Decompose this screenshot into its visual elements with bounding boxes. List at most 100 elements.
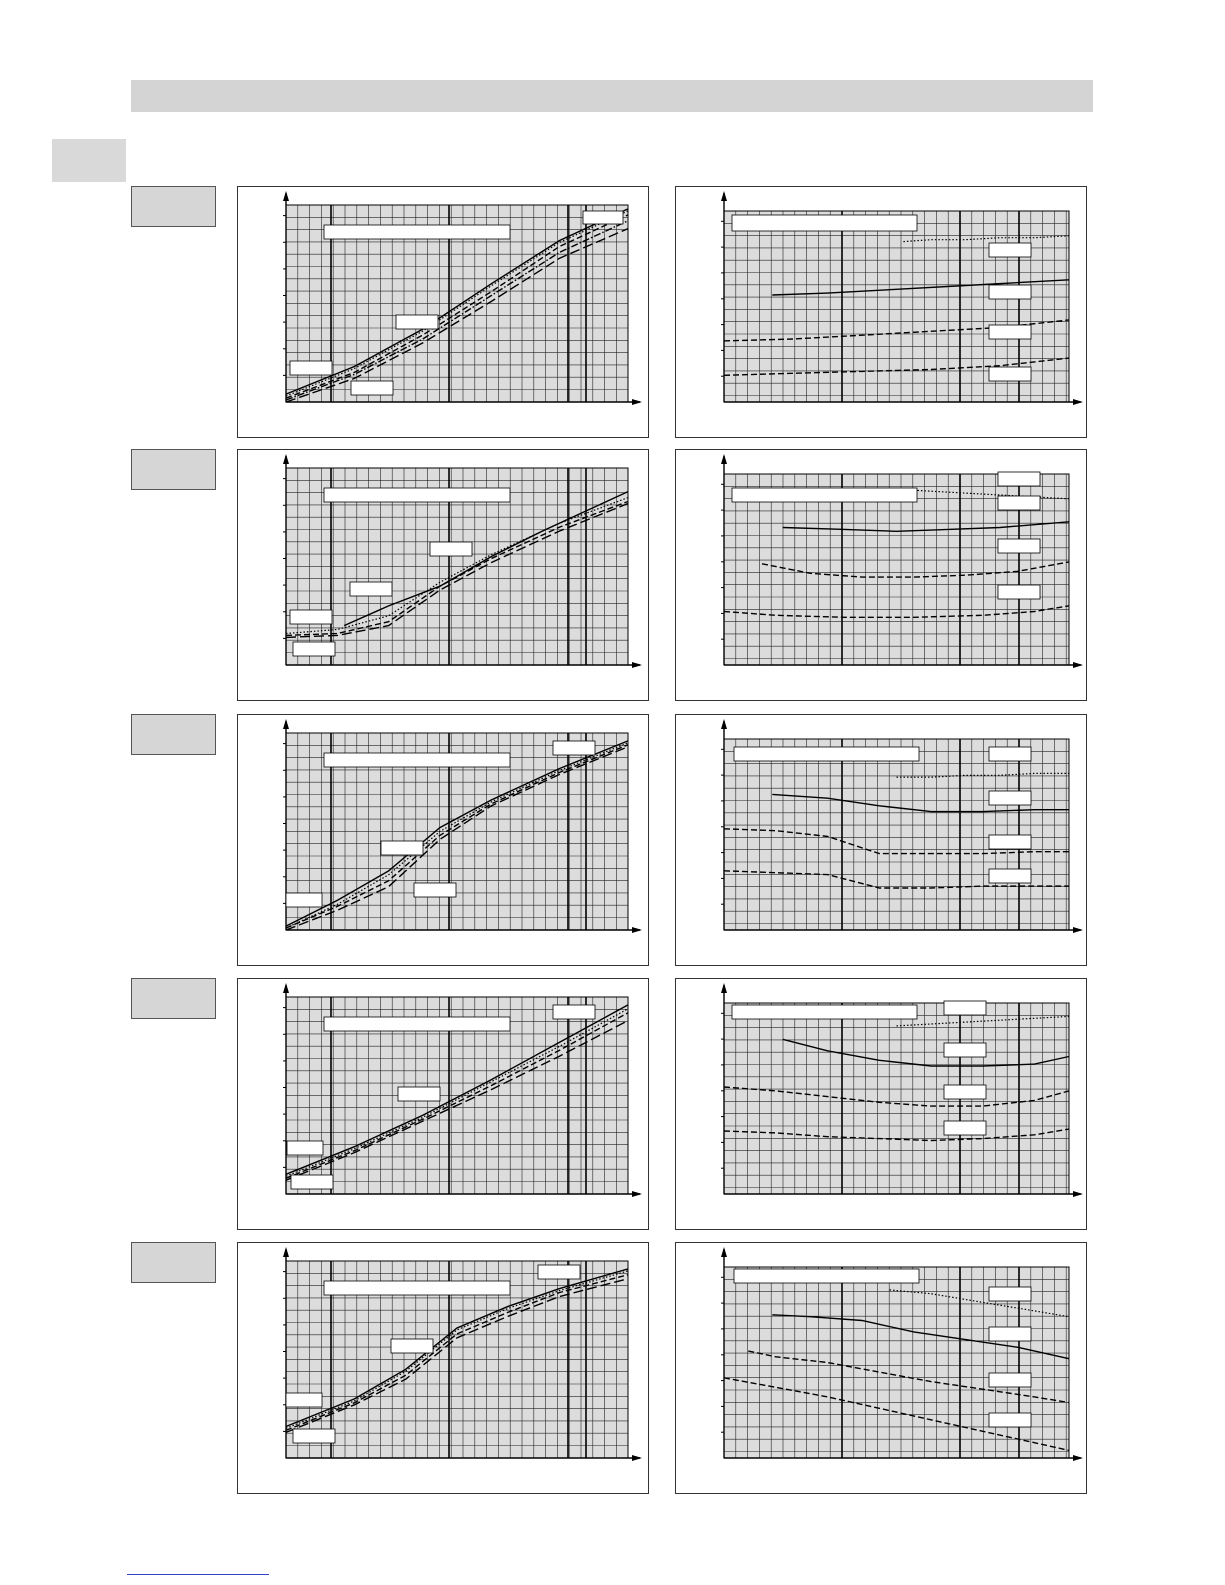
series-line-1 <box>896 1015 1070 1027</box>
series-line-4 <box>723 1128 1070 1142</box>
series-label-box <box>997 495 1041 511</box>
series-line-4 <box>285 746 629 931</box>
series-line-3 <box>285 500 629 637</box>
series-label-box <box>292 641 336 657</box>
series-line-3 <box>285 214 629 399</box>
series-line-2 <box>772 279 1070 296</box>
chart-caption-box <box>323 487 511 503</box>
series-line-4 <box>285 1019 629 1181</box>
chart-svg-row5-right <box>721 1247 1083 1461</box>
series-line-2 <box>285 1008 629 1177</box>
series-label-box <box>943 1000 987 1016</box>
series-line-3 <box>723 319 1070 342</box>
series-label-box <box>988 746 1032 762</box>
chart-svg-row1-right <box>721 191 1083 405</box>
series-label-box <box>943 1084 987 1100</box>
series-line-1 <box>285 208 629 395</box>
y-axis-arrow <box>721 454 727 464</box>
series-line-2 <box>285 1270 629 1429</box>
chart-caption-box <box>733 1268 920 1284</box>
y-axis-arrow <box>283 1247 289 1257</box>
y-axis-arrow <box>721 719 727 729</box>
y-axis-arrow <box>721 191 727 201</box>
grid <box>723 473 1069 665</box>
chart-svg-row2-left <box>283 454 642 668</box>
y-axis-arrow <box>283 719 289 729</box>
series-label-box <box>397 1086 441 1102</box>
plot-area <box>724 739 1069 930</box>
x-axis-arrow <box>632 1191 642 1197</box>
series-label-box <box>289 360 333 376</box>
series-label-box <box>988 1286 1032 1302</box>
series-line-3 <box>285 1012 629 1179</box>
chart-svg-row4-right <box>721 983 1083 1197</box>
chart-panel-row3-right <box>675 714 1087 966</box>
series-label-box <box>537 1264 581 1280</box>
x-axis-arrow <box>632 399 642 405</box>
series-line-4 <box>723 605 1070 619</box>
row-label-5 <box>131 1242 216 1283</box>
series-label-box <box>582 210 624 225</box>
series-label-box <box>292 1428 336 1444</box>
series-label-box <box>988 868 1032 884</box>
series-label-box <box>285 892 323 908</box>
series-line-2 <box>285 210 629 397</box>
series-line-4 <box>285 1278 629 1434</box>
chart-panel-row3-left <box>237 714 649 966</box>
series-line-1 <box>343 490 629 627</box>
series-label-box <box>988 1326 1032 1342</box>
y-axis-arrow <box>283 983 289 993</box>
series-label-box <box>349 581 393 597</box>
footer-link[interactable] <box>127 1574 269 1575</box>
header-bar <box>131 80 1093 112</box>
series-line-2 <box>285 742 629 929</box>
chart-caption-box <box>733 746 920 762</box>
x-axis-arrow <box>632 1455 642 1461</box>
chart-svg-row3-right <box>721 719 1083 933</box>
series-label-box <box>997 538 1041 554</box>
chart-caption-box <box>731 487 918 503</box>
x-axis-arrow <box>632 662 642 668</box>
series-label-box <box>289 609 333 625</box>
x-axis-arrow <box>1073 662 1083 668</box>
section-tab <box>52 139 126 182</box>
series-line-1 <box>903 235 1070 243</box>
row-label-3 <box>131 714 216 755</box>
chart-panel-row1-right <box>675 186 1087 438</box>
series-line-3 <box>761 561 1070 578</box>
series-line-3 <box>285 1274 629 1432</box>
series-label-box <box>997 584 1041 600</box>
series-label-box <box>429 541 473 557</box>
chart-caption-box <box>323 752 511 768</box>
series-line-3 <box>723 828 1069 855</box>
series-line-2 <box>782 1038 1070 1067</box>
x-axis-arrow <box>1073 1455 1083 1461</box>
series-label-box <box>390 1338 434 1354</box>
series-label-box <box>988 366 1032 382</box>
series-line-4 <box>723 357 1070 376</box>
series-label-box <box>988 834 1032 850</box>
series-line-3 <box>285 744 629 929</box>
row-label-2 <box>131 449 216 490</box>
y-axis-arrow <box>721 1247 727 1257</box>
chart-panel-row5-right <box>675 1242 1087 1494</box>
chart-caption-box <box>731 214 918 232</box>
series-label-box <box>997 471 1041 487</box>
series-label-box <box>988 1412 1032 1428</box>
series-line-3 <box>723 1086 1070 1107</box>
chart-caption-box <box>323 224 511 240</box>
series-label-box <box>988 790 1032 806</box>
series-line-5 <box>285 227 629 403</box>
row-label-1 <box>131 186 216 227</box>
chart-panel-row2-left <box>237 449 649 701</box>
series-line-2 <box>285 497 629 635</box>
y-axis-arrow <box>283 191 289 201</box>
series-line-2 <box>782 521 1070 533</box>
series-label-box <box>552 1004 596 1020</box>
series-line-4 <box>285 502 629 639</box>
chart-caption-box <box>323 1016 511 1032</box>
chart-svg-row4-left <box>283 983 642 1197</box>
y-axis-arrow <box>283 454 289 464</box>
x-axis-arrow <box>1073 399 1083 405</box>
grid <box>723 1002 1069 1194</box>
